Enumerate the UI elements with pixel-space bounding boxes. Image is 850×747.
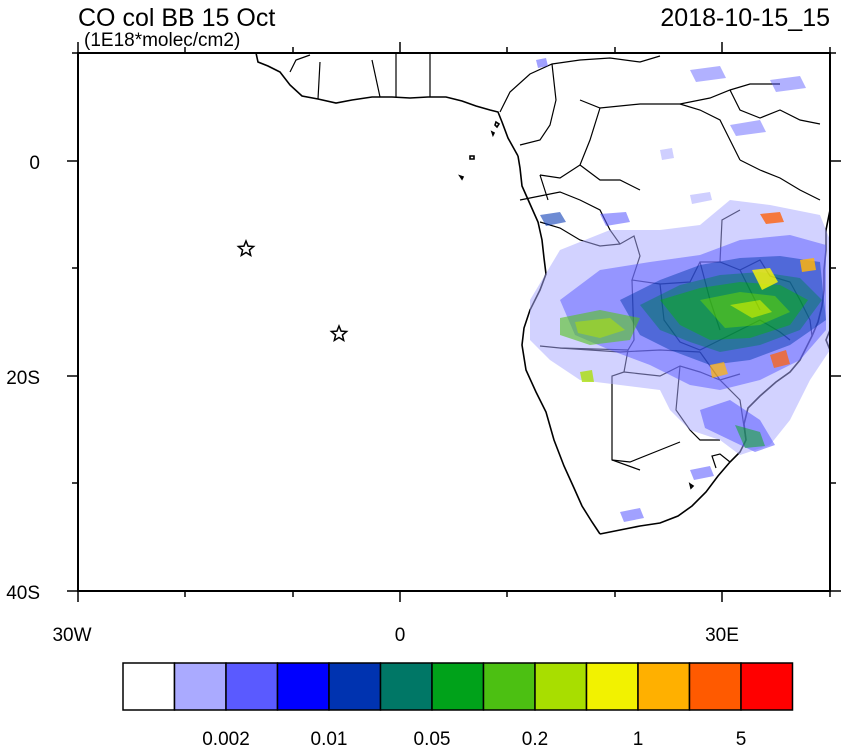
color-bar-tick-label: 0.05 <box>414 729 451 747</box>
lat-label-20s: 20S <box>6 368 40 389</box>
star-marker-2 <box>329 324 349 342</box>
color-bar-swatch <box>688 662 742 711</box>
color-bar-tick-label: 5 <box>736 729 747 747</box>
color-bar <box>122 662 794 711</box>
lat-label-40s: 40S <box>6 583 40 604</box>
co-plume-field <box>530 58 830 522</box>
color-bar-tick-label: 1 <box>633 729 644 747</box>
lon-ticks <box>77 42 831 602</box>
lon-label-30e: 30E <box>705 625 739 646</box>
color-bar-swatch <box>637 662 691 711</box>
lat-label-0: 0 <box>29 153 40 174</box>
map-timestamp: 2018-10-15_15 <box>660 4 830 32</box>
star-marker-1 <box>236 239 256 257</box>
star-markers <box>236 239 349 342</box>
map-frame <box>77 52 831 592</box>
color-bar-swatch <box>173 662 227 711</box>
color-bar-swatch <box>276 662 330 711</box>
color-bar-tick-label: 0.002 <box>202 729 250 747</box>
color-bar-swatch <box>534 662 588 711</box>
color-bar-swatch <box>482 662 536 711</box>
lon-label-30w: 30W <box>52 625 91 646</box>
color-bar-swatch <box>431 662 485 711</box>
lat-ticks <box>67 52 841 592</box>
color-bar-swatch <box>585 662 639 711</box>
lon-label-0: 0 <box>395 625 406 646</box>
color-bar-swatch <box>379 662 433 711</box>
color-bar-tick-label: 0.01 <box>311 729 348 747</box>
map-area <box>78 53 830 591</box>
color-bar-labels: 0.002 0.01 0.05 0.2 1 5 <box>202 729 746 747</box>
color-bar-tick-label: 0.2 <box>522 729 548 747</box>
color-bar-swatch <box>740 662 794 711</box>
color-bar-swatch <box>328 662 382 711</box>
map-title: CO col BB 15 Oct <box>78 4 275 32</box>
map-units: (1E18*molec/cm2) <box>84 30 240 51</box>
color-bar-swatch <box>225 662 279 711</box>
color-bar-swatch <box>122 662 176 711</box>
